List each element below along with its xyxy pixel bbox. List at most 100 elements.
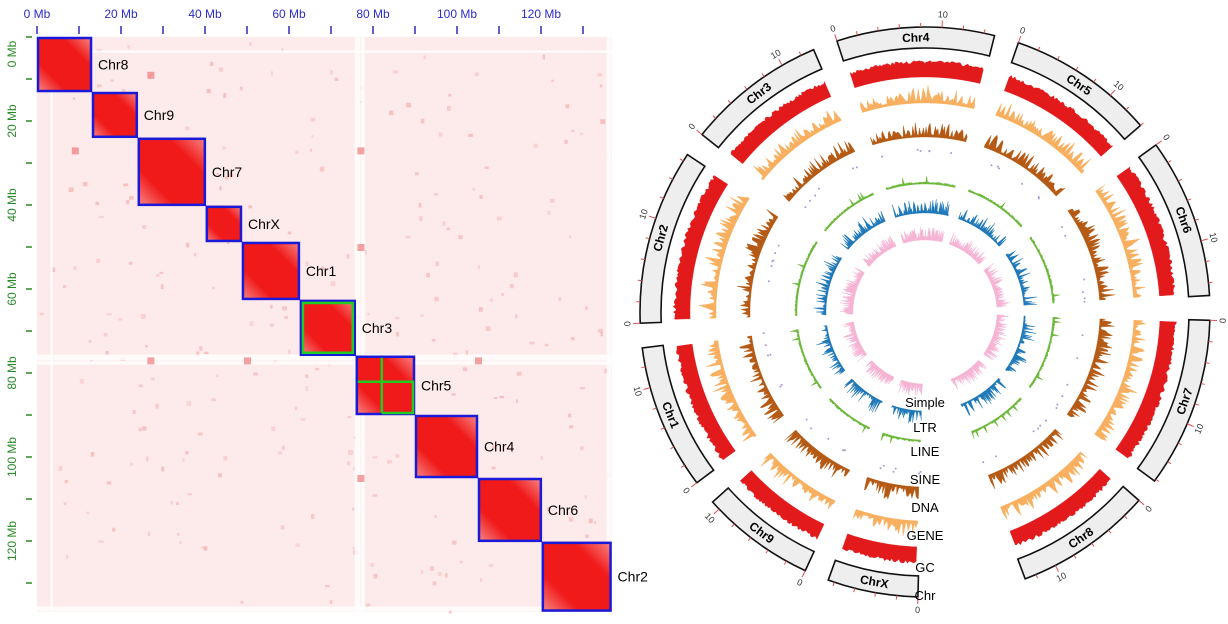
track-sine-mark bbox=[842, 449, 845, 452]
ideogram-tick bbox=[783, 560, 787, 565]
contact-speckle bbox=[129, 196, 134, 200]
ideogram-tick bbox=[641, 366, 646, 369]
contact-speckle bbox=[446, 227, 451, 231]
contact-speckle bbox=[431, 338, 436, 342]
contact-hotspot bbox=[357, 147, 365, 155]
ideogram-tick bbox=[696, 129, 703, 135]
track-gene-bars bbox=[1094, 320, 1146, 442]
track-ltr-bars bbox=[1005, 250, 1038, 306]
contact-speckle bbox=[346, 254, 350, 259]
contact-speckle bbox=[373, 573, 378, 579]
track-label: GC bbox=[915, 560, 935, 575]
chromosome-block bbox=[205, 205, 242, 242]
y-tick-label: 120 Mb bbox=[5, 521, 19, 561]
track-ltr-bars bbox=[960, 377, 1007, 416]
chromosome-ideogram bbox=[711, 486, 816, 572]
ideogram-tick bbox=[877, 26, 879, 31]
contact-speckle bbox=[210, 61, 214, 67]
contact-speckle bbox=[566, 512, 569, 516]
contact-speckle bbox=[550, 198, 555, 203]
track-sine-mark bbox=[843, 449, 846, 452]
track-sine-mark bbox=[1039, 424, 1042, 427]
contact-speckle bbox=[103, 332, 108, 337]
track-line-bars bbox=[790, 329, 823, 389]
track-gc-bars bbox=[849, 60, 984, 89]
track-gene-bars bbox=[1095, 184, 1146, 298]
ideogram-tick bbox=[1109, 89, 1116, 96]
ideogram-tick bbox=[962, 25, 965, 30]
contact-speckle bbox=[420, 314, 424, 317]
ideogram-tick bbox=[1177, 442, 1182, 446]
contact-speckle bbox=[156, 274, 160, 277]
track-ltr-bars bbox=[813, 255, 843, 316]
gap-stripe bbox=[50, 37, 53, 612]
track-ltr-bars bbox=[843, 378, 883, 413]
ideogram-tick-label: 10 bbox=[769, 47, 783, 61]
ideogram-tick-label: 10 bbox=[1112, 78, 1126, 92]
ideogram-tick bbox=[853, 588, 856, 593]
chromosome-ideogram bbox=[639, 153, 706, 325]
ideogram-tick bbox=[1200, 382, 1205, 385]
chromosome-label: Chr4 bbox=[484, 439, 515, 455]
ideogram-tick bbox=[1194, 403, 1199, 406]
contact-speckle bbox=[185, 126, 190, 131]
track-dna-bars bbox=[782, 141, 856, 202]
contact-speckle bbox=[199, 346, 203, 351]
ideogram-tick bbox=[679, 158, 684, 162]
contact-speckle bbox=[465, 350, 468, 356]
contact-speckle bbox=[110, 79, 114, 82]
y-tick-label: 0 Mb bbox=[5, 40, 19, 67]
contact-speckle bbox=[201, 546, 206, 549]
chromosome-block bbox=[137, 137, 206, 206]
chromosome-ideogram bbox=[1016, 485, 1141, 580]
chromosome-block-border bbox=[205, 205, 243, 243]
contact-speckle bbox=[396, 332, 399, 337]
ideogram-tick bbox=[1186, 423, 1194, 427]
contact-speckle bbox=[364, 249, 367, 255]
track-sine-mark bbox=[998, 167, 1001, 170]
ideogram-tick-label: 0 bbox=[1019, 25, 1027, 36]
contact-speckle bbox=[319, 166, 325, 172]
contact-speckle bbox=[249, 321, 254, 326]
contact-speckle bbox=[372, 456, 378, 459]
contact-speckle bbox=[468, 133, 473, 137]
contact-speckle bbox=[491, 445, 497, 449]
contact-speckle bbox=[187, 493, 192, 496]
contact-speckle bbox=[90, 359, 94, 362]
chromosome-ideogram bbox=[700, 48, 823, 149]
track-label: Chr bbox=[915, 588, 937, 603]
track-label: GENE bbox=[907, 528, 944, 543]
contact-speckle bbox=[330, 281, 336, 287]
track-dna-bars bbox=[739, 335, 785, 424]
contact-speckle bbox=[515, 314, 518, 319]
track-sine-mark bbox=[1055, 407, 1058, 410]
contact-speckle bbox=[295, 543, 300, 547]
contact-speckle bbox=[594, 521, 597, 524]
contact-speckle bbox=[570, 337, 575, 341]
ideogram-tick bbox=[1037, 46, 1041, 51]
x-tick-label: 120 Mb bbox=[521, 7, 561, 21]
track-sine-mark bbox=[1056, 403, 1059, 406]
ideogram-tick bbox=[801, 570, 806, 578]
track-gc-bars bbox=[1004, 75, 1114, 157]
contact-speckle bbox=[63, 285, 67, 288]
track-simple-bars bbox=[865, 360, 895, 385]
contact-speckle bbox=[564, 139, 568, 144]
contact-speckle bbox=[155, 403, 159, 409]
track-sine-mark bbox=[762, 332, 765, 335]
track-gc-bars bbox=[672, 175, 728, 320]
contact-speckle bbox=[568, 517, 574, 522]
contact-speckle bbox=[253, 372, 258, 376]
contact-speckle bbox=[347, 415, 352, 419]
track-sine-mark bbox=[1083, 300, 1086, 303]
gap-stripe bbox=[361, 37, 365, 612]
contact-speckle bbox=[546, 507, 550, 512]
contact-hotspot bbox=[244, 357, 251, 365]
contact-speckle bbox=[311, 514, 315, 519]
contact-speckle bbox=[63, 502, 67, 505]
track-dna-bars bbox=[1066, 318, 1115, 418]
ideogram-tick bbox=[778, 59, 783, 66]
track-sine-mark bbox=[1032, 430, 1035, 433]
track-sine-mark bbox=[827, 437, 830, 440]
contact-speckle bbox=[435, 261, 440, 267]
